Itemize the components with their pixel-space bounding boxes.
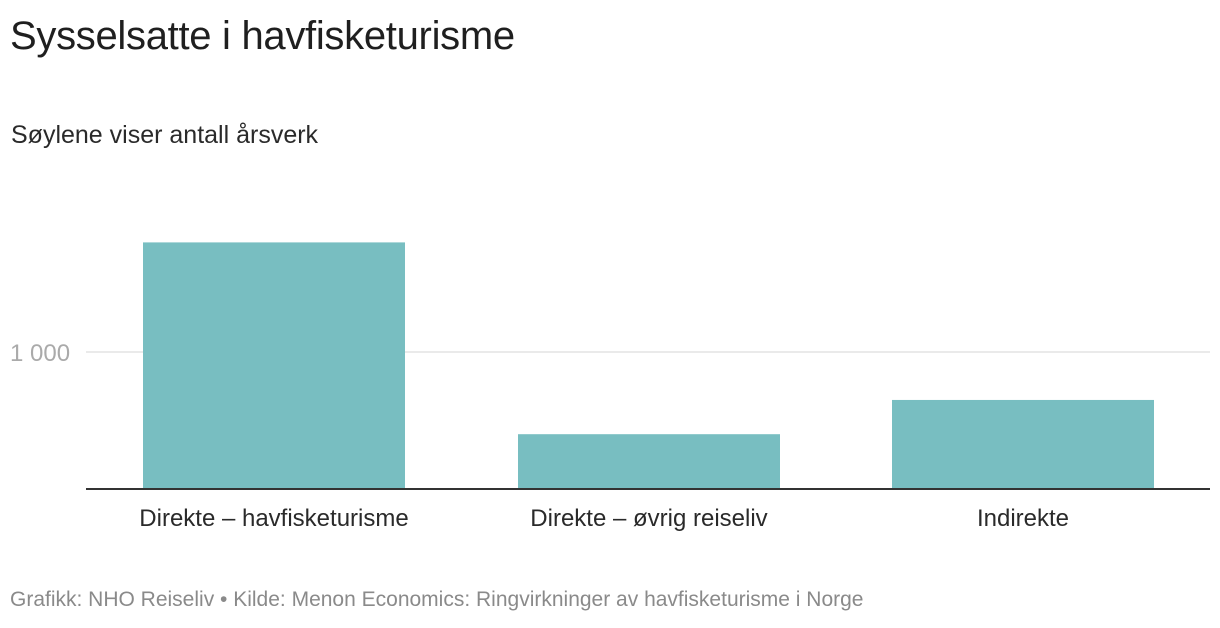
bars	[143, 242, 1154, 489]
bar	[518, 434, 780, 489]
chart-subtitle: Søylene viser antall årsverk	[11, 121, 319, 149]
x-category-label: Indirekte	[977, 505, 1069, 532]
source-credit: Grafikk: NHO Reiseliv • Kilde: Menon Eco…	[10, 588, 864, 611]
category-labels: Direkte – havfisketurisme Direkte – øvrig…	[139, 505, 1069, 532]
x-category-label: Direkte – øvrig reiseliv	[530, 505, 767, 532]
bar	[892, 399, 1154, 489]
bar	[143, 242, 405, 489]
y-tick-label: 1 000	[10, 340, 70, 367]
chart-title: Sysselsatte i havfisketurisme	[10, 14, 515, 58]
x-category-label: Direkte – havfisketurisme	[139, 505, 408, 532]
